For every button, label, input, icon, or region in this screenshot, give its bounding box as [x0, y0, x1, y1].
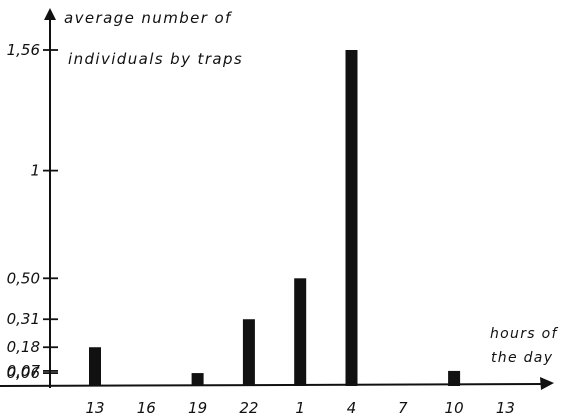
- bar-3: [242, 319, 255, 386]
- y-tick-label-4: 0,50: [7, 269, 40, 287]
- bar-0: [89, 347, 101, 386]
- y-tick-label-6: 1,56: [7, 41, 40, 59]
- y-axis-ticks: 0,060,07 0,18 0,31 0,50 1 1,56: [7, 41, 58, 382]
- x-axis-title-line-2: the day: [491, 350, 553, 366]
- x-tick-label-1: 16: [137, 399, 156, 417]
- bars: [89, 50, 461, 386]
- y-tick-label-1: 0,07: [7, 362, 41, 380]
- bar-5: [345, 50, 358, 386]
- y-tick-label-2: 0,18: [7, 338, 40, 356]
- x-axis-line: [0, 383, 546, 387]
- x-tick-label-2: 19: [188, 399, 207, 417]
- chart-title-line-2: individuals by traps: [68, 50, 243, 68]
- y-tick-label-5: 1: [30, 162, 40, 180]
- x-tick-label-6: 7: [398, 399, 408, 417]
- x-axis-arrow: [540, 377, 554, 390]
- bar-4: [294, 278, 307, 386]
- x-tick-label-5: 4: [347, 399, 357, 417]
- bar-7: [448, 370, 461, 386]
- bar-2: [191, 373, 204, 386]
- y-axis-arrow: [44, 8, 56, 20]
- x-tick-label-8: 13: [496, 399, 515, 417]
- chart-title-line-1: average number of: [64, 9, 233, 27]
- x-axis-labels: 13 16 19 22 1 4 7 10 13: [85, 399, 514, 417]
- x-tick-label-4: 1: [295, 399, 305, 417]
- y-tick-label-3: 0,31: [7, 310, 40, 328]
- y-tick-label-0: 0,06: [7, 364, 40, 382]
- x-tick-label-3: 22: [239, 399, 258, 417]
- x-axis-title-line-1: hours of: [490, 326, 558, 342]
- x-tick-label-0: 13: [85, 399, 104, 417]
- x-tick-label-7: 10: [445, 399, 464, 417]
